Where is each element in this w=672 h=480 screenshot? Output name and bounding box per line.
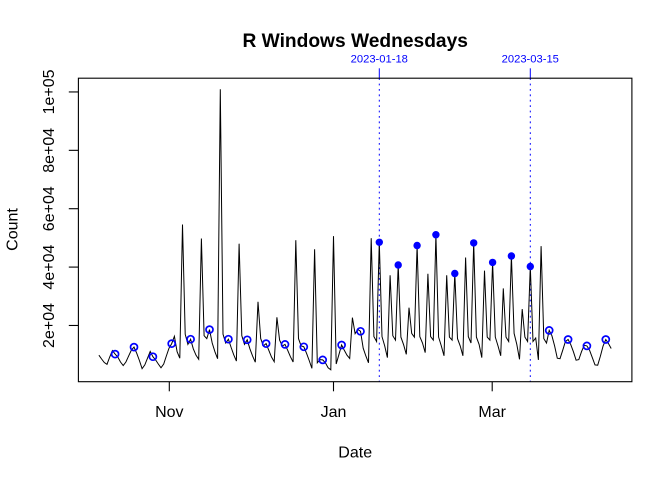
svg-text:2e+04: 2e+04 [41, 303, 58, 348]
svg-text:Nov: Nov [155, 404, 183, 421]
svg-text:R Windows Wednesdays: R Windows Wednesdays [242, 31, 468, 52]
svg-text:Mar: Mar [478, 404, 506, 421]
svg-text:4e+04: 4e+04 [41, 245, 58, 290]
svg-text:Count: Count [5, 208, 22, 251]
svg-text:2023-03-15: 2023-03-15 [502, 54, 559, 66]
svg-text:6e+04: 6e+04 [41, 186, 58, 231]
svg-text:Jan: Jan [321, 404, 347, 421]
svg-text:2023-01-18: 2023-01-18 [351, 54, 408, 66]
svg-text:Date: Date [338, 445, 372, 462]
svg-text:8e+04: 8e+04 [41, 128, 58, 173]
svg-text:1e+05: 1e+05 [41, 69, 58, 114]
